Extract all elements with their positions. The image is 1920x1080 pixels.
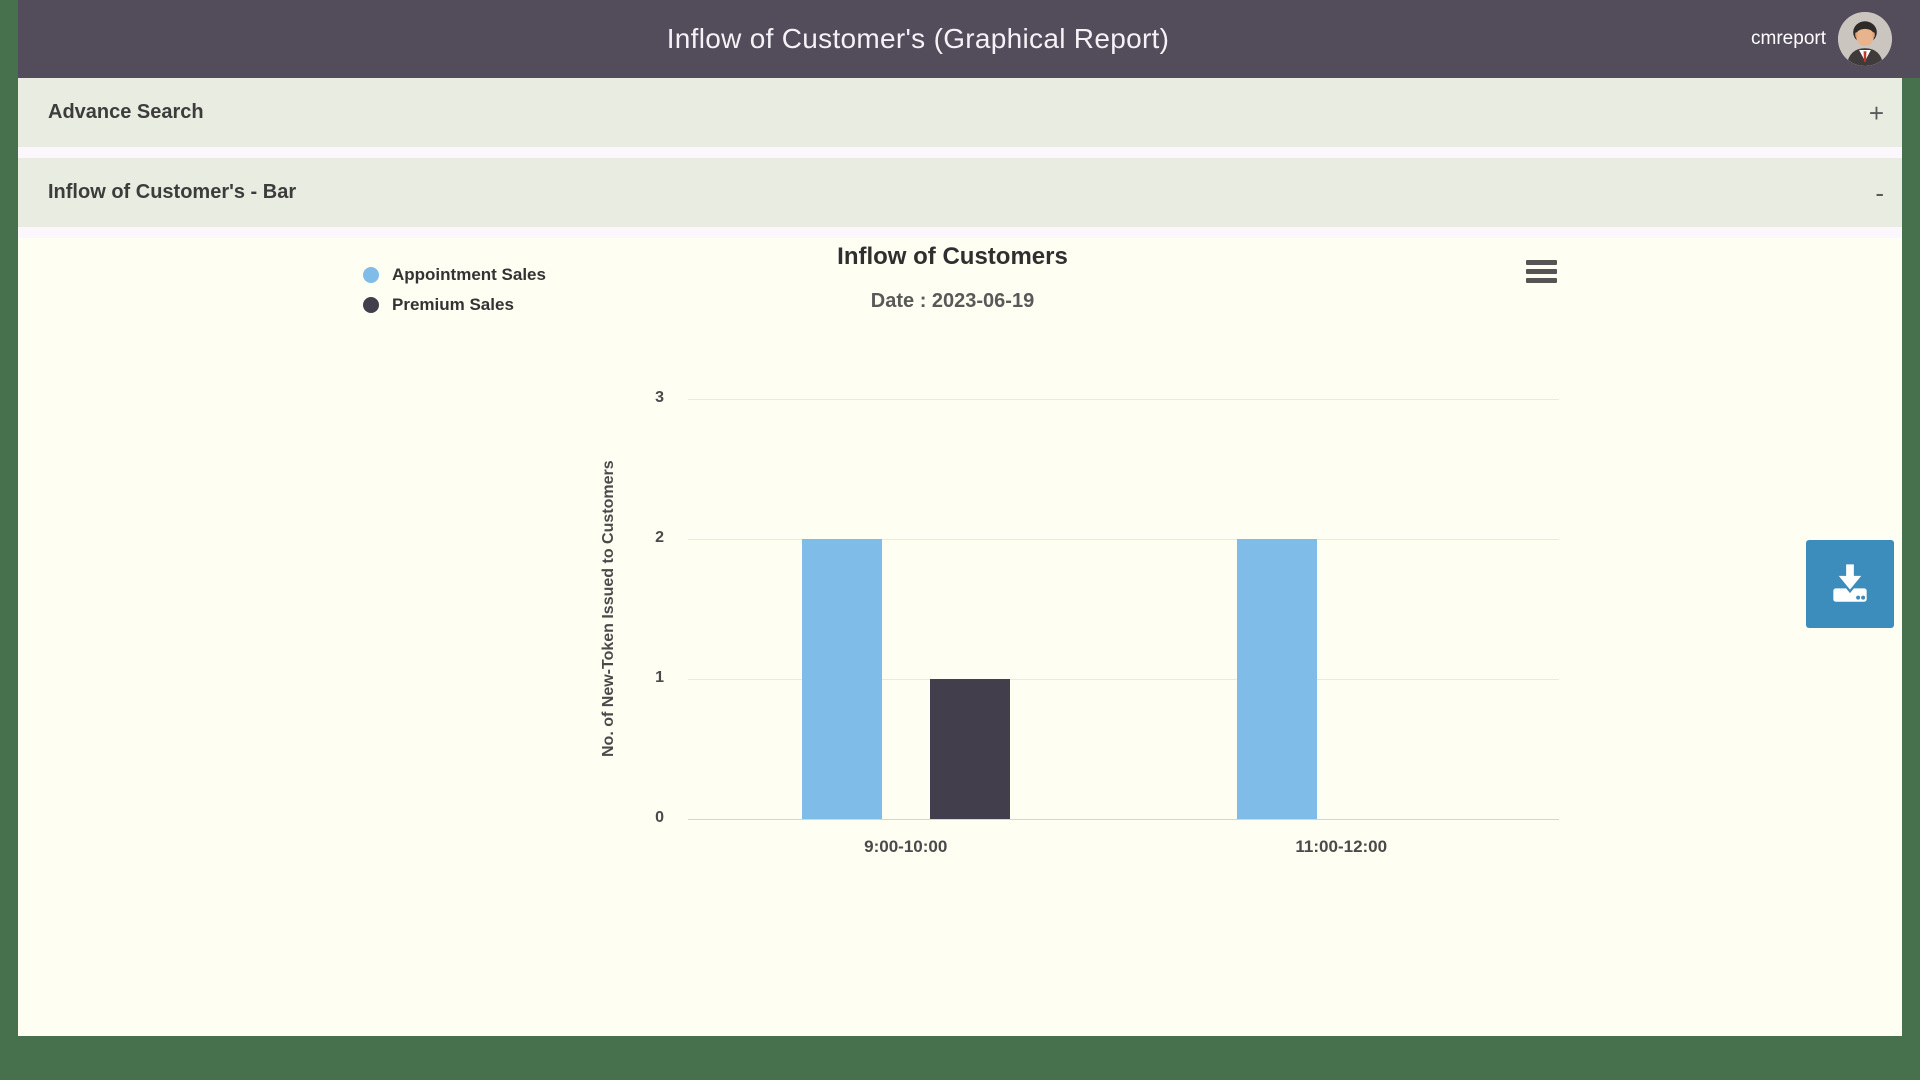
user-avatar-icon[interactable] (1838, 12, 1892, 66)
advance-search-panel-header[interactable]: Advance Search + (18, 78, 1902, 147)
gridline (688, 679, 1559, 680)
legend-item-appointment-sales[interactable]: Appointment Sales (363, 260, 546, 290)
gridline (688, 539, 1559, 540)
hamburger-bar (1526, 260, 1557, 265)
chart-title: Inflow of Customers (837, 243, 1068, 270)
bar-chart-panel-header[interactable]: Inflow of Customer's - Bar - (18, 158, 1902, 227)
chart-panel (18, 238, 1902, 1036)
y-axis-tick-label: 3 (655, 389, 664, 406)
legend-item-premium-sales[interactable]: Premium Sales (363, 290, 546, 320)
x-axis-line (688, 819, 1559, 820)
y-axis-tick-label: 2 (655, 529, 664, 546)
y-axis-title: No. of New-Token Issued to Customers (600, 460, 617, 758)
advance-search-title: Advance Search (48, 101, 204, 123)
panel-divider (18, 147, 1902, 158)
legend-label-appointment-sales: Appointment Sales (392, 265, 546, 284)
download-button[interactable] (1806, 540, 1894, 628)
hamburger-bar (1526, 278, 1557, 283)
collapse-minus-icon[interactable]: - (1875, 177, 1884, 208)
bar-appointment-sales-11:00-12:00[interactable] (1237, 539, 1318, 819)
y-axis-tick-label: 0 (655, 809, 664, 826)
chart-subtitle: Date : 2023-06-19 (870, 290, 1035, 312)
chart-legend: Appointment Sales Premium Sales (363, 260, 546, 320)
x-axis-label: 9:00-10:00 (864, 837, 948, 856)
legend-dot-appointment-sales-icon (363, 267, 379, 283)
app-header: Inflow of Customer's (Graphical Report) … (18, 0, 1920, 78)
expand-plus-icon[interactable]: + (1868, 97, 1884, 128)
bar-chart-panel-title: Inflow of Customer's - Bar (48, 181, 297, 203)
page-title: Inflow of Customer's (Graphical Report) (666, 23, 1170, 54)
user-menu[interactable]: cmreport (1751, 0, 1892, 78)
legend-label-premium-sales: Premium Sales (392, 295, 514, 314)
username-label: cmreport (1751, 28, 1826, 49)
bar-premium-sales-9:00-10:00[interactable] (929, 679, 1010, 819)
legend-dot-premium-sales-icon (363, 297, 379, 313)
gridline (688, 399, 1559, 400)
download-icon (1825, 558, 1875, 611)
panel-divider (18, 227, 1902, 238)
plot-area: 0 1 2 3 9:00-10:00 11:00-12:00 (655, 389, 1559, 856)
bar-appointment-sales-9:00-10:00[interactable] (801, 539, 882, 819)
x-axis-label: 11:00-12:00 (1295, 837, 1388, 856)
y-axis-tick-label: 1 (655, 669, 664, 686)
hamburger-bar (1526, 269, 1557, 274)
chart-context-menu-icon[interactable] (1526, 260, 1557, 283)
